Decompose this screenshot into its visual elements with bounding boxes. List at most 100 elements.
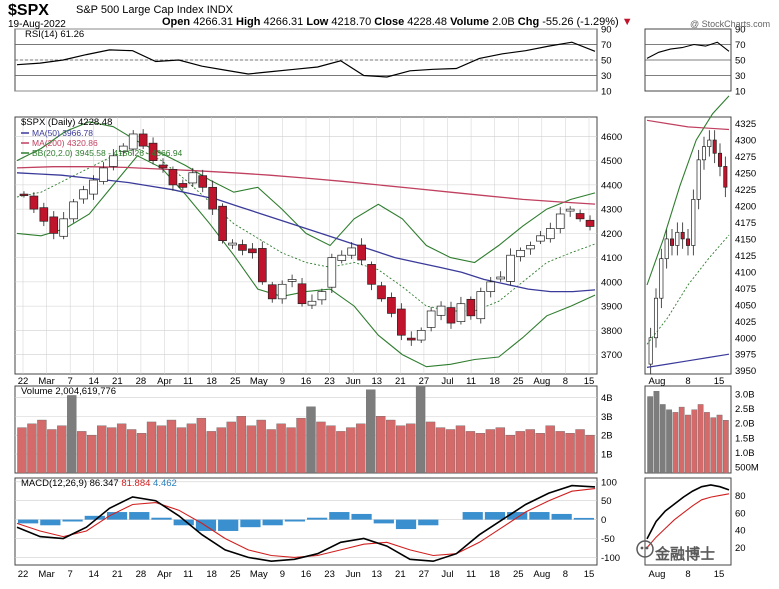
macd-x-tick-label: 16 [301, 569, 312, 580]
candle-down [357, 244, 366, 261]
close-value: 4228.48 [407, 16, 448, 28]
zoom-candle-up [707, 139, 712, 148]
macd-x-tick-label: 9 [280, 569, 285, 580]
candle-up [555, 213, 565, 229]
price-zoom-tick-label: 4100 [735, 267, 756, 278]
macd-x-tick-label: Mar [38, 569, 54, 580]
volume-bar [17, 427, 27, 474]
candle-up [506, 254, 515, 282]
macd-x-tick-label: 27 [419, 569, 430, 580]
volume-bar [435, 427, 446, 474]
macd-x-tick-label: 21 [112, 569, 123, 580]
macd-histogram-bar [418, 519, 439, 526]
rsi-tick-label: 30 [601, 71, 612, 82]
volume-bar [376, 416, 386, 474]
volume-bar [186, 423, 197, 474]
ma200-zoom-line [646, 119, 730, 131]
volume-zoom-tick-label: 3.0B [735, 390, 755, 401]
legend-entry: BB(20,2.0) 3945.58 - 4156.26 - 4366.94 [32, 148, 183, 158]
price-zoom-x-tick-label: Aug [649, 376, 666, 387]
macd-tick-label: 50 [601, 496, 612, 507]
candle-up [287, 279, 297, 282]
candle-up [228, 242, 237, 246]
price-x-tick-label: 13 [371, 376, 382, 387]
candle-down [19, 193, 29, 196]
volume-tick-label: 4B [601, 393, 613, 404]
wechat-logo-icon [636, 540, 654, 558]
price-tick-label: 3700 [601, 350, 622, 361]
candle-up [79, 189, 88, 200]
price-zoom-x-tick-label: 15 [714, 376, 725, 387]
volume-bar [306, 406, 316, 474]
candle-down [218, 205, 227, 242]
volume-tick-label: 3B [601, 412, 613, 423]
macd-x-tick-label: Apr [157, 569, 172, 580]
macd-histogram-bar [329, 512, 350, 520]
volume-tick-label: 1B [601, 450, 613, 461]
volume-zoom-bar [685, 414, 691, 474]
volume-zoom-bar [653, 391, 660, 474]
watermark: 金融博士 [655, 545, 716, 563]
legend-entry: MA(200) 4320.86 [32, 138, 98, 148]
macd-zoom-tick-label: 80 [735, 491, 746, 502]
candle-down [198, 175, 208, 188]
macd-histogram-bar [18, 519, 39, 524]
candle-down [158, 164, 168, 169]
price-zoom-tick-label: 4250 [735, 169, 756, 180]
price-zoom-tick-label: 4075 [735, 284, 756, 295]
volume-label: Volume [450, 16, 490, 28]
rsi-zoom-tick-label: 90 [735, 25, 746, 36]
candle-up [416, 330, 426, 341]
macd-x-tick-label: 11 [183, 569, 193, 580]
open-value: 4266.31 [193, 16, 233, 28]
macd-histogram-bar [507, 512, 528, 520]
volume-bar [565, 433, 575, 474]
macd-zoom-line [646, 484, 730, 540]
volume-bar [266, 429, 276, 474]
macd-zoom-x-tick-label: 15 [714, 569, 725, 580]
zoom-candle-up [653, 297, 659, 339]
rsi-tick-label: 10 [601, 87, 612, 98]
candle-down [178, 183, 188, 188]
price-zoom-tick-label: 4325 [735, 119, 756, 130]
volume-bar [226, 421, 236, 474]
price-x-tick-label: 8 [563, 376, 568, 387]
candle-up [327, 257, 337, 288]
zoom-candle-down [685, 238, 691, 246]
volume-bar [206, 431, 217, 474]
zoom-candle-down [723, 166, 728, 188]
candle-up [456, 303, 466, 322]
price-x-tick-label: 18 [206, 376, 217, 387]
index-name-text: S&P 500 Large Cap Index [76, 4, 204, 16]
candle-down [168, 169, 178, 186]
zoom-candle-down [712, 139, 717, 154]
volume-bar [236, 416, 246, 474]
macd-x-tick-label: Jun [346, 569, 361, 580]
symbol-label: $SPX [8, 2, 49, 19]
volume-zoom-bar [691, 409, 698, 474]
macd-tick-label: 0 [601, 515, 606, 526]
volume-zoom-tick-label: 2.5B [735, 404, 755, 415]
high-value: 4266.31 [263, 16, 304, 28]
bb-upper-zoom-line [646, 95, 730, 286]
zoom-candle-down [717, 152, 723, 167]
candle-up [486, 281, 496, 292]
price-tick-label: 4300 [601, 205, 622, 216]
candle-down [387, 297, 396, 314]
rsi-zoom-tick-label: 50 [735, 56, 746, 67]
candle-up [59, 218, 69, 237]
candle-up [128, 133, 138, 150]
stockcharts-credit: @ StockCharts.com [690, 19, 771, 29]
macd-histogram-bar [195, 519, 217, 531]
macd-tick-label: -100 [601, 553, 620, 564]
volume-zoom-bar [710, 417, 717, 474]
candle-up [69, 201, 78, 220]
volume-zoom-bar [678, 406, 685, 474]
candle-down [29, 195, 39, 210]
macd-title: MACD(12,26,9) 86.347 81.884 4.462 [21, 478, 177, 489]
macd-zoom-frame [644, 477, 732, 566]
price-x-tick-label: Jun [346, 376, 361, 387]
macd-histogram-bar [551, 513, 572, 520]
volume-bar [87, 434, 97, 474]
volume-bar [276, 423, 286, 474]
